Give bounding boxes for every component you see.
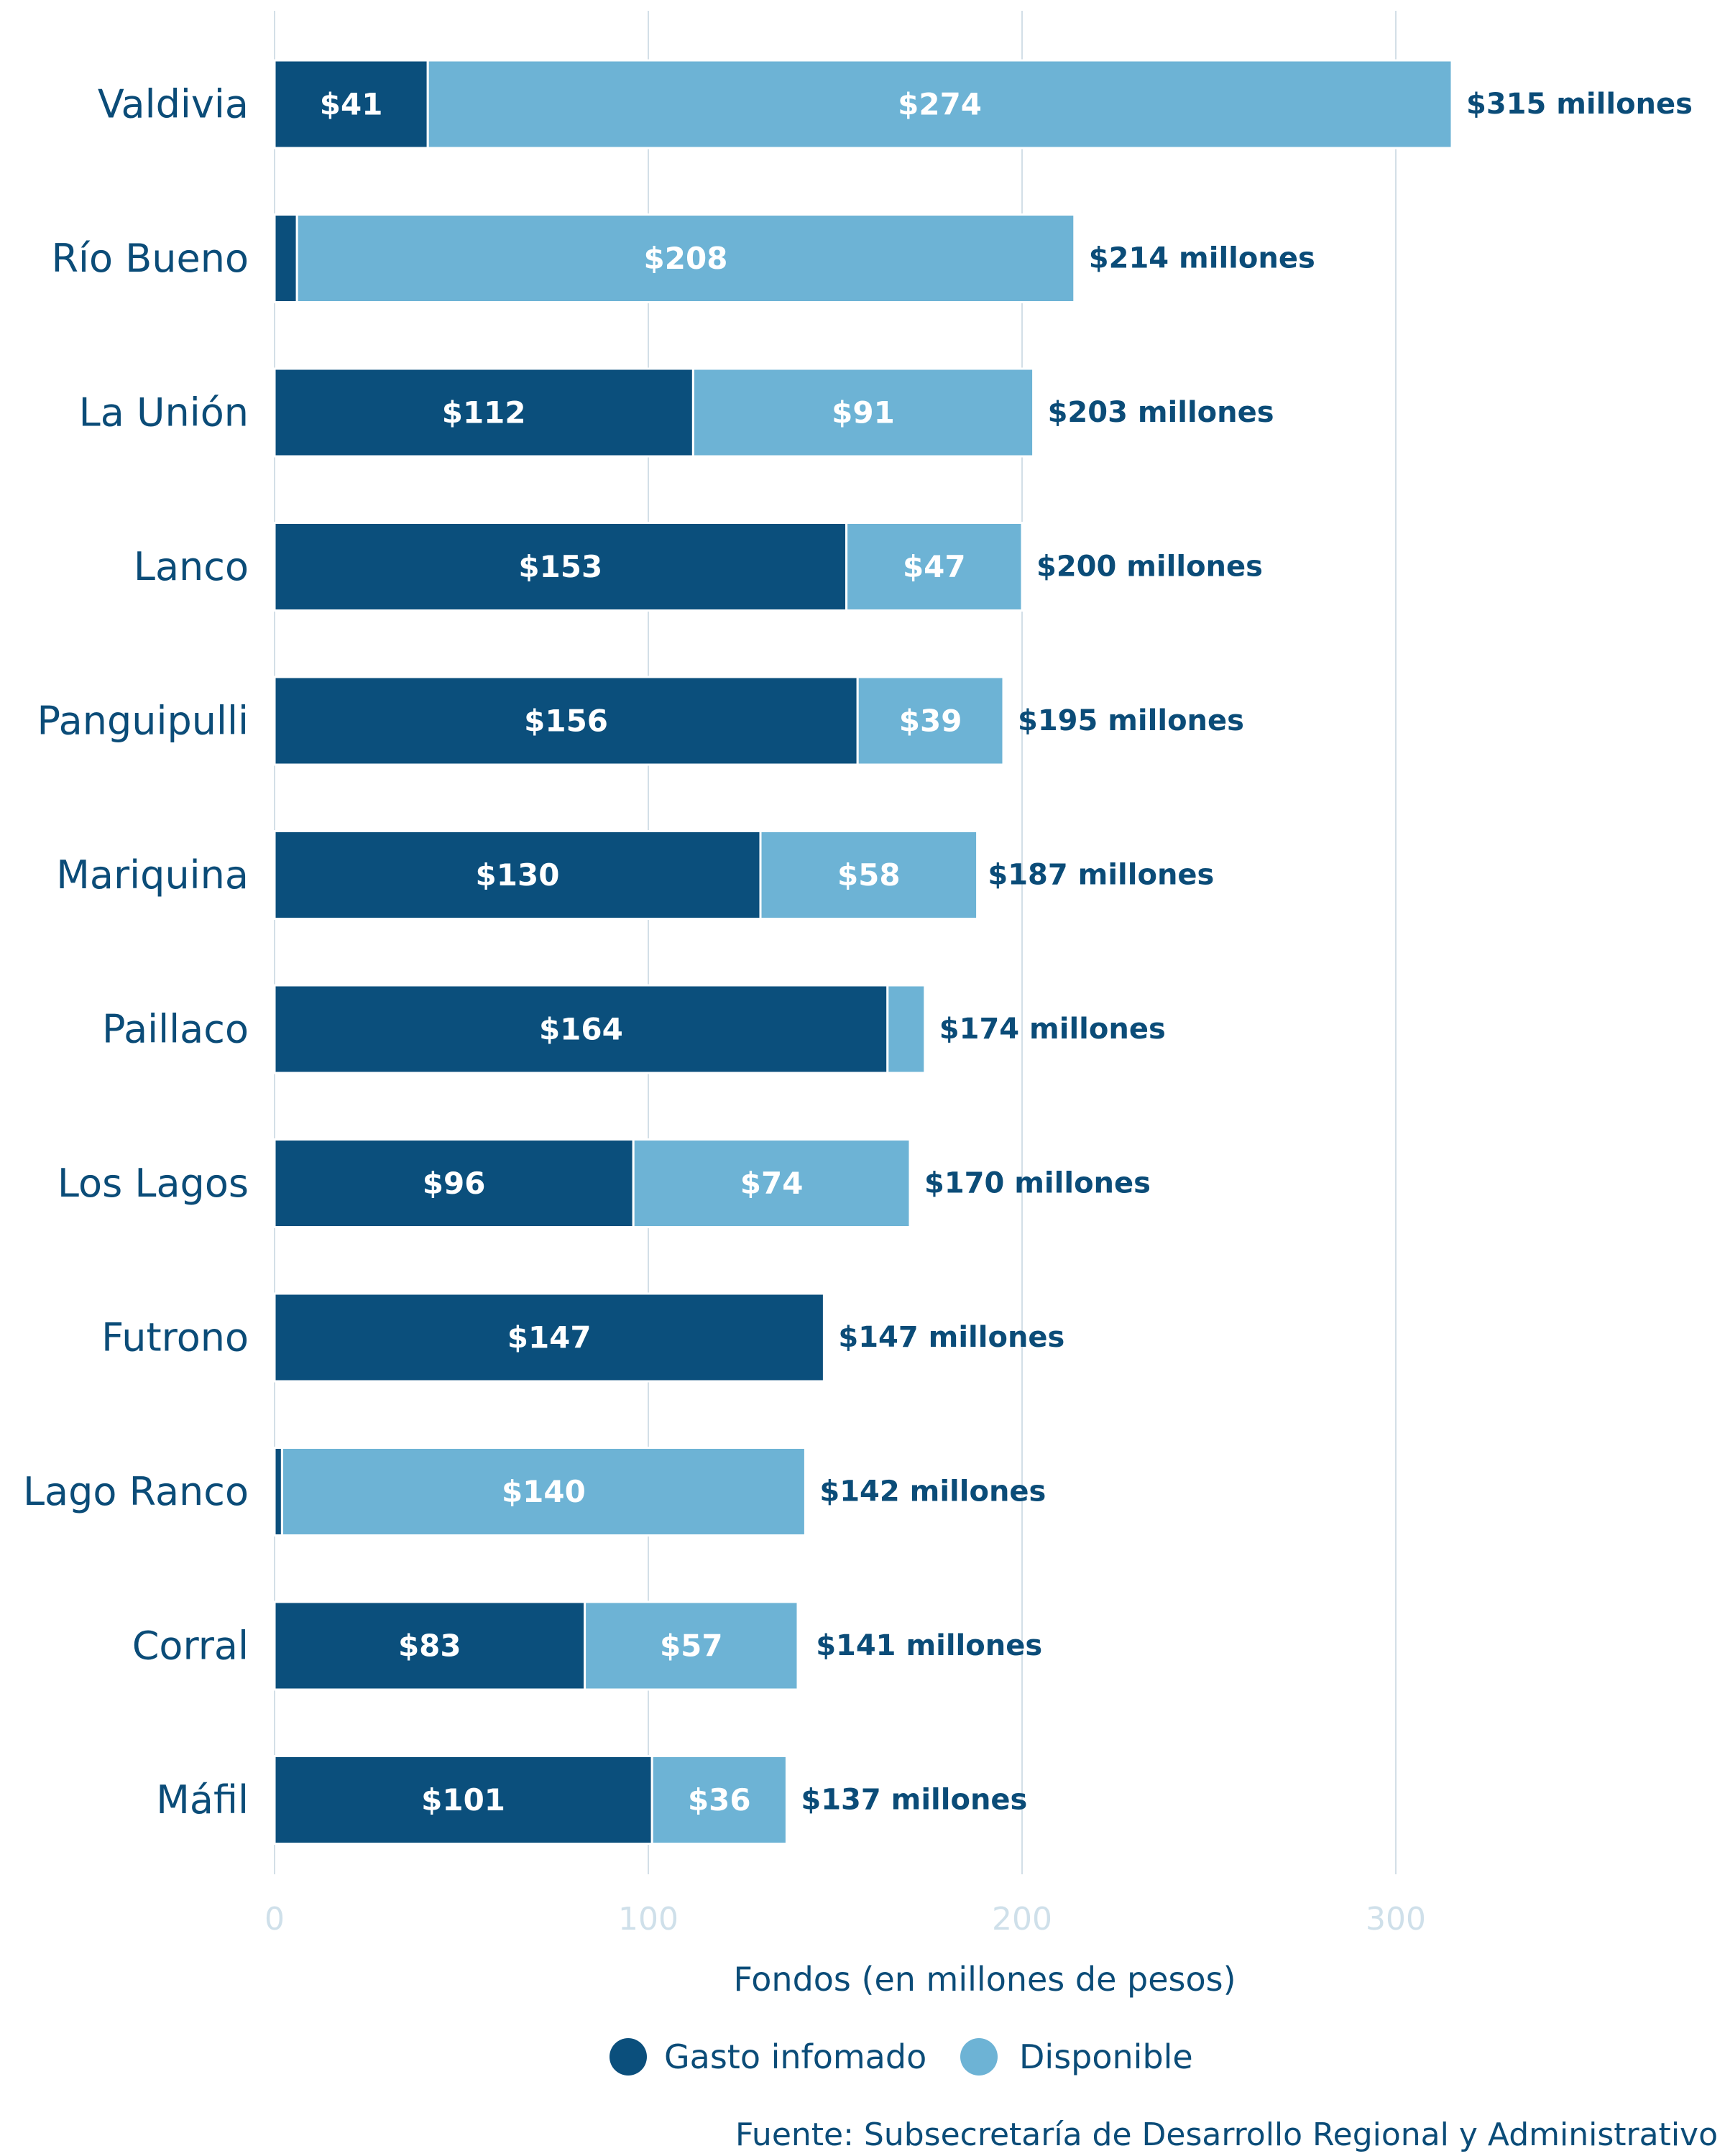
bar-segment-disponible <box>584 1600 799 1691</box>
bar-segment-gasto <box>273 59 429 149</box>
bar-value-label: $58 <box>837 857 901 893</box>
bar-segment-disponible <box>632 1138 911 1228</box>
bar-value-label: $36 <box>688 1782 751 1818</box>
category-label: Valdivia <box>98 82 249 127</box>
category-label: Paillaco <box>102 1007 249 1052</box>
x-axis-title: Fondos (en millones de pesos) <box>733 1960 1236 1999</box>
bar-value-label: $153 <box>518 549 602 584</box>
bar-total-label: $174 millones <box>939 1013 1166 1046</box>
category-label: Panguipulli <box>37 699 249 744</box>
bar-segment-disponible <box>856 676 1005 766</box>
bar-value-label: $130 <box>476 857 560 893</box>
bar-segment-disponible <box>886 984 926 1074</box>
category-label: Futrono <box>101 1315 249 1360</box>
bar-segment-disponible <box>845 522 1024 612</box>
category-label: Lanco <box>134 544 249 589</box>
bar-value-label: $164 <box>539 1012 623 1047</box>
bar-value-label: $74 <box>740 1166 804 1201</box>
x-tick-label: 300 <box>1366 1901 1426 1938</box>
x-tick-label: 100 <box>618 1901 678 1938</box>
bar-value-label: $112 <box>442 395 526 430</box>
legend: Gasto infomado Disponible <box>610 2037 1193 2076</box>
bar-segment-gasto <box>273 1138 635 1228</box>
bar-segment-disponible <box>691 367 1035 458</box>
source-note: Fuente: Subsecretaría de Desarrollo Regi… <box>735 2116 1718 2153</box>
bar-value-label: $140 <box>502 1474 586 1509</box>
bar-value-label: $39 <box>899 704 962 739</box>
bar-value-label: $101 <box>421 1782 505 1818</box>
category-label: Lago Ranco <box>23 1469 249 1514</box>
bar-total-label: $203 millones <box>1048 396 1274 429</box>
x-tick-label: 200 <box>992 1901 1052 1938</box>
labels: Valdivia $41 $274 $315 millones Río Bueno $20… <box>23 82 1693 1823</box>
bar-total-label: $147 millones <box>838 1321 1064 1354</box>
bar-segment-disponible <box>426 59 1453 149</box>
bar-total-label: $187 millones <box>988 859 1214 892</box>
bar-segment-gasto <box>273 1292 825 1383</box>
bar-total-label: $170 millones <box>924 1167 1151 1200</box>
bar-total-label: $141 millones <box>816 1629 1042 1662</box>
category-label: Río Bueno <box>52 236 249 281</box>
category-label: Corral <box>132 1623 249 1669</box>
bar-value-label: $208 <box>644 241 728 276</box>
bar-value-label: $47 <box>903 549 966 584</box>
x-tick-label: 0 <box>264 1901 285 1938</box>
bar-total-label: $214 millones <box>1089 242 1315 275</box>
bar-segment-gasto <box>273 1755 653 1845</box>
bar-value-label: $41 <box>320 87 383 122</box>
category-label: Mariquina <box>56 852 249 898</box>
bar-value-label: $83 <box>398 1628 461 1664</box>
bar-segment-gasto <box>273 213 298 303</box>
bar-value-label: $96 <box>423 1166 486 1201</box>
bar-segment-disponible <box>650 1755 788 1845</box>
category-label: Los Lagos <box>58 1161 249 1206</box>
bars <box>273 59 1453 1845</box>
legend-swatch-gasto <box>610 2038 647 2076</box>
bar-value-label: $156 <box>524 704 608 739</box>
x-axis: Fondos (en millones de pesos) 0 100 200 300 <box>264 1901 1426 1999</box>
category-label: Máfil <box>156 1777 249 1823</box>
bar-total-label: $142 millones <box>819 1475 1046 1508</box>
legend-swatch-disponible <box>960 2038 998 2076</box>
bar-segment-gasto <box>273 367 694 458</box>
gridlines <box>274 11 1397 1874</box>
bar-value-label: $147 <box>507 1320 592 1355</box>
bar-segment-disponible <box>280 1447 806 1537</box>
bar-segment-disponible <box>295 213 1076 303</box>
bar-segment-gasto <box>273 522 848 612</box>
bar-value-label: $274 <box>898 87 982 122</box>
bar-segment-gasto <box>273 830 762 920</box>
legend-label: Disponible <box>1019 2037 1193 2076</box>
bar-total-label: $315 millones <box>1466 88 1693 121</box>
bar-value-label: $57 <box>660 1628 723 1664</box>
bar-segment-gasto <box>273 1447 283 1537</box>
bar-segment-gasto <box>273 984 889 1074</box>
bar-segment-disponible <box>759 830 979 920</box>
bar-total-label: $195 millones <box>1018 704 1244 737</box>
bar-total-label: $137 millones <box>801 1784 1027 1817</box>
bar-value-label: $91 <box>832 395 895 430</box>
category-label: La Unión <box>79 390 249 436</box>
bar-total-label: $200 millones <box>1036 550 1263 584</box>
legend-label: Gasto infomado <box>664 2037 926 2076</box>
